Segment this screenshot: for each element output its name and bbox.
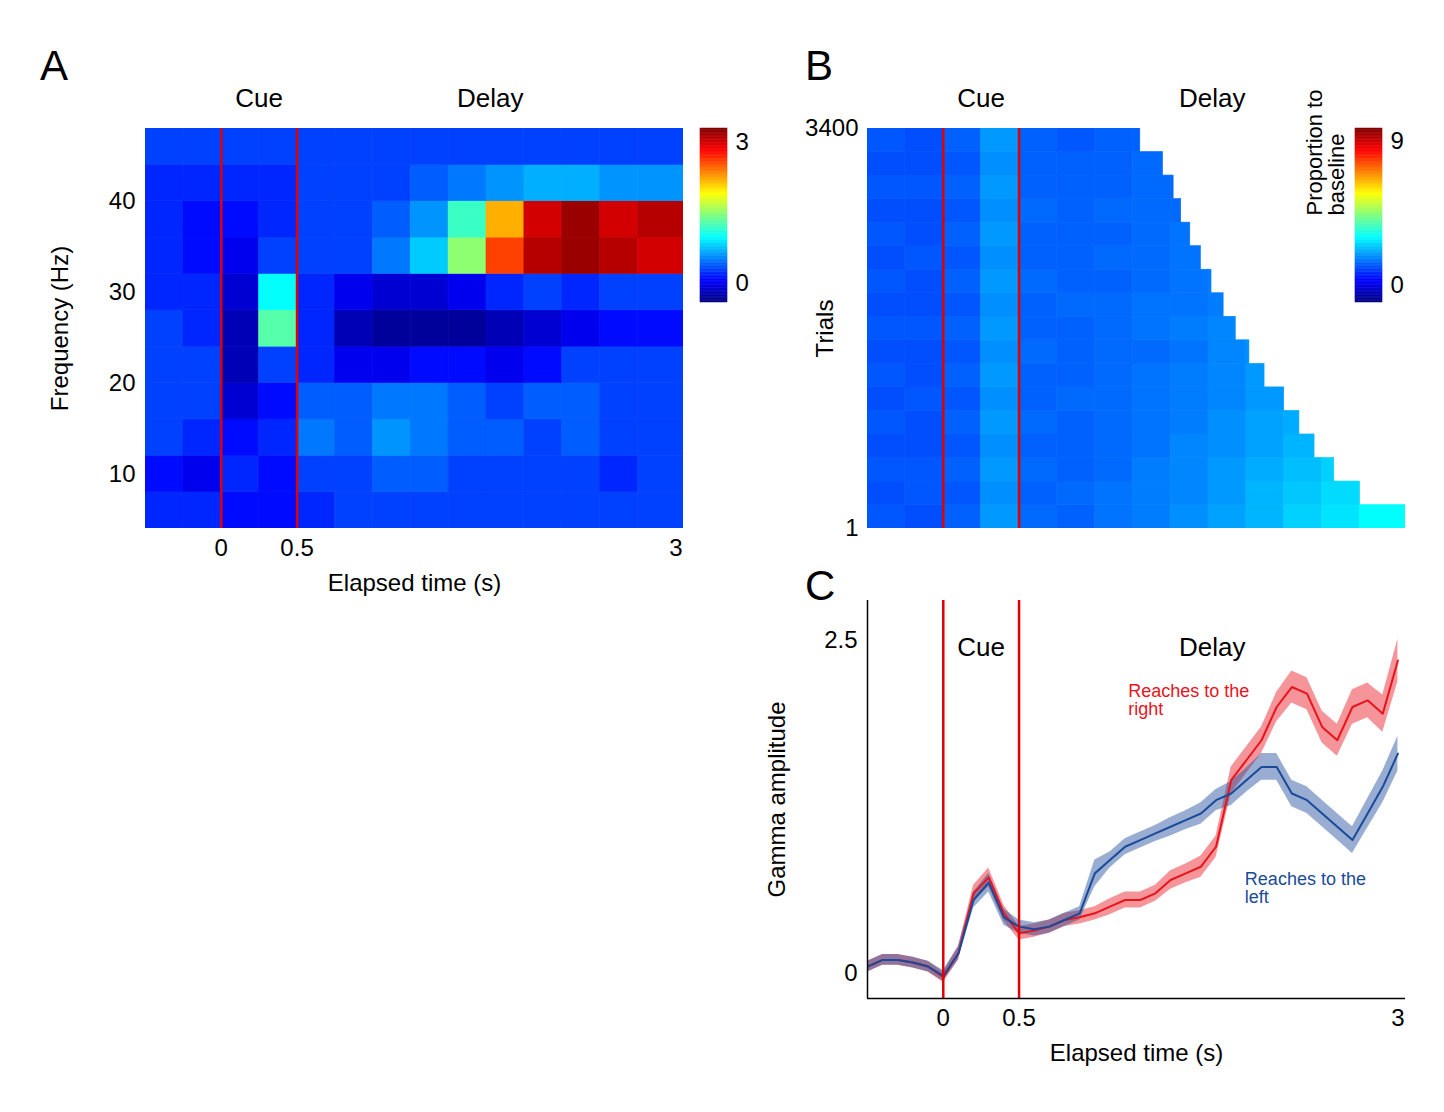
- svg-text:Delay: Delay: [1179, 632, 1245, 662]
- svg-text:20: 20: [109, 369, 136, 396]
- svg-text:3: 3: [736, 128, 749, 155]
- svg-text:Delay: Delay: [457, 83, 523, 113]
- svg-text:0: 0: [215, 534, 228, 561]
- svg-text:9: 9: [1391, 127, 1404, 154]
- html-text:C: C: [805, 562, 836, 609]
- svg-text:0: 0: [1391, 271, 1404, 298]
- svg-text:40: 40: [109, 187, 136, 214]
- svg-text:10: 10: [109, 460, 136, 487]
- svg-text:0.5: 0.5: [280, 534, 313, 561]
- svg-text:Gamma amplitude: Gamma amplitude: [763, 701, 790, 897]
- svg-text:Reaches to theleft: Reaches to theleft: [1245, 869, 1366, 907]
- svg-text:Elapsed time (s): Elapsed time (s): [328, 569, 501, 596]
- svg-text:Cue: Cue: [957, 83, 1005, 113]
- svg-text:0: 0: [937, 1004, 950, 1031]
- svg-text:2.5: 2.5: [824, 626, 857, 653]
- svg-text:Trials: Trials: [811, 300, 838, 358]
- svg-text:0.5: 0.5: [1002, 1004, 1035, 1031]
- svg-text:0: 0: [844, 959, 857, 986]
- svg-text:Cue: Cue: [957, 632, 1005, 662]
- svg-text:30: 30: [109, 278, 136, 305]
- svg-text:3: 3: [1391, 1004, 1404, 1031]
- svg-text:Elapsed time (s): Elapsed time (s): [1050, 1039, 1223, 1066]
- svg-text:Delay: Delay: [1179, 83, 1245, 113]
- svg-text:3400: 3400: [805, 114, 858, 141]
- svg-text:Cue: Cue: [235, 83, 283, 113]
- svg-text:Proportion tobaseline: Proportion tobaseline: [1302, 90, 1349, 216]
- svg-text:Reaches to theright: Reaches to theright: [1128, 681, 1249, 719]
- svg-text:Frequency (Hz): Frequency (Hz): [46, 246, 73, 411]
- svg-text:3: 3: [669, 534, 682, 561]
- svg-text:0: 0: [736, 269, 749, 296]
- html-text:B: B: [805, 42, 833, 89]
- svg-text:1: 1: [845, 514, 858, 541]
- html-text:A: A: [40, 42, 68, 89]
